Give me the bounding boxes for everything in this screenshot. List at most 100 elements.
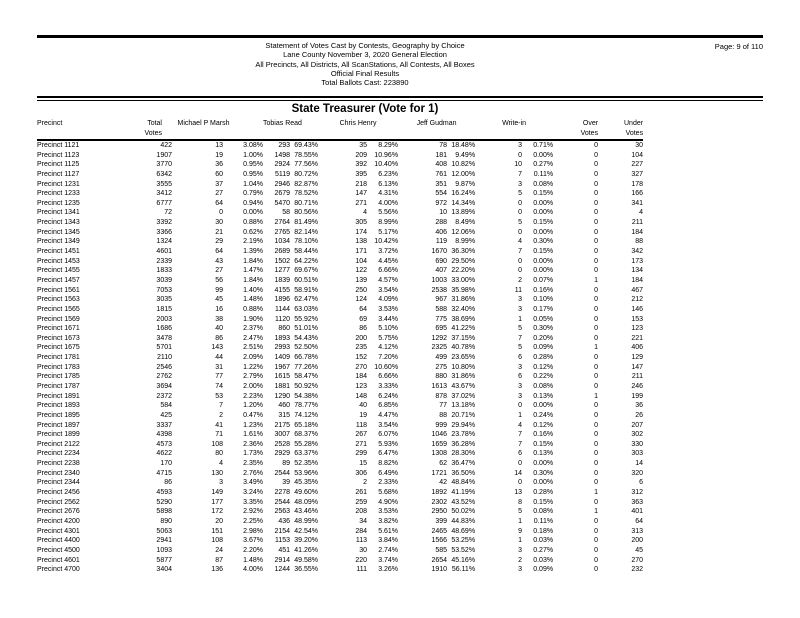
value-cell: 0.03%: [533, 537, 554, 545]
value-cell: 2764: [274, 219, 291, 227]
table-row: Precinct 1565 1815 16 0.88% 1144 63.03% 64 3.53…: [37, 305, 643, 315]
value-cell: 2.76%: [243, 469, 264, 477]
precinct-cell: Precinct 1673: [37, 334, 80, 342]
value-cell: 3: [518, 382, 523, 390]
precinct-cell: Precinct 1121: [37, 142, 80, 149]
value-cell: 0: [594, 334, 599, 342]
value-cell: 0: [594, 151, 599, 159]
table-row: Precinct 1125 3770 36 0.95% 2924 77.56% 392 10.…: [37, 160, 643, 170]
value-cell: 3.84%: [378, 537, 399, 545]
value-cell: 9: [518, 527, 523, 535]
value-cell: 1907: [156, 151, 172, 159]
value-cell: 56.11%: [451, 566, 476, 574]
value-cell: 3007: [274, 431, 291, 439]
value-cell: 9.87%: [455, 180, 476, 188]
value-cell: 4.31%: [378, 190, 399, 198]
table-row: Precinct 1455 1833 27 1.47% 1277 69.67% 122 6.6…: [37, 266, 643, 276]
value-cell: 146: [631, 305, 644, 313]
value-cell: 1046: [431, 431, 448, 439]
value-cell: 30: [635, 142, 644, 149]
value-cell: 1324: [156, 238, 172, 246]
value-cell: 4398: [156, 431, 172, 439]
value-cell: 267: [355, 431, 368, 439]
table-row: Precinct 1121 422 13 3.08% 293 69.43% 35 8.29% 7…: [37, 140, 643, 151]
value-cell: 302: [631, 431, 644, 439]
value-cell: 62.47%: [294, 296, 319, 304]
value-cell: 0: [518, 228, 523, 236]
value-cell: 4.09%: [378, 296, 399, 304]
value-cell: 0.09%: [533, 344, 554, 352]
value-cell: 5: [518, 190, 523, 198]
value-cell: 1.90%: [243, 315, 264, 323]
value-cell: 284: [355, 527, 368, 535]
value-cell: 151: [211, 527, 223, 535]
value-cell: 3: [518, 566, 523, 574]
value-cell: 1.20%: [243, 402, 264, 410]
value-cell: 2941: [156, 537, 172, 545]
value-cell: 39: [282, 479, 291, 487]
value-cell: 10.80%: [451, 363, 476, 371]
value-cell: 64: [635, 517, 644, 525]
value-cell: 2: [219, 411, 223, 419]
value-cell: 10: [439, 209, 448, 217]
value-cell: 104: [355, 257, 368, 265]
precinct-cell: Precinct 1123: [37, 151, 80, 159]
value-cell: 0: [518, 402, 523, 410]
value-cell: 0: [594, 440, 599, 448]
value-cell: 22.20%: [451, 267, 476, 275]
value-cell: 0: [594, 170, 599, 178]
value-cell: 5470: [274, 199, 291, 207]
value-cell: 0.28%: [533, 354, 554, 362]
value-cell: 4622: [156, 450, 172, 458]
value-cell: 86: [215, 334, 223, 342]
value-cell: 3.24%: [243, 489, 264, 497]
value-cell: 1153: [274, 537, 291, 545]
value-cell: 56: [215, 276, 223, 284]
value-cell: 0: [594, 199, 599, 207]
value-cell: 351: [435, 180, 448, 188]
value-cell: 42.54%: [294, 527, 319, 535]
value-cell: 0.28%: [533, 489, 554, 497]
value-cell: 271: [355, 199, 368, 207]
value-cell: 4: [219, 460, 223, 468]
value-cell: 0.71%: [533, 142, 554, 149]
value-cell: 40.78%: [451, 344, 476, 352]
value-cell: 2: [518, 556, 523, 564]
table-row: Precinct 1785 2762 77 2.79% 1615 58.47% 184 6.6…: [37, 372, 643, 382]
value-cell: 299: [355, 450, 368, 458]
value-cell: 1.48%: [243, 296, 264, 304]
value-cell: 3039: [156, 276, 172, 284]
value-cell: 2.00%: [243, 382, 264, 390]
value-cell: 690: [435, 257, 448, 265]
table-row: Precinct 1343 3392 30 0.88% 2764 81.49% 305 8.9…: [37, 218, 643, 228]
value-cell: 695: [435, 325, 448, 333]
value-cell: 3.49%: [243, 479, 264, 487]
value-cell: 8: [518, 498, 523, 506]
value-cell: 1034: [274, 238, 291, 246]
value-cell: 8.49%: [455, 219, 476, 227]
precinct-cell: Precinct 1675: [37, 344, 80, 352]
precinct-cell: Precinct 1233: [37, 190, 80, 198]
value-cell: 250: [355, 286, 368, 294]
value-cell: 3: [518, 305, 523, 313]
value-cell: 6.66%: [378, 373, 399, 381]
value-cell: 1120: [274, 315, 291, 323]
value-cell: 0.11%: [533, 170, 554, 178]
value-cell: 330: [631, 440, 644, 448]
value-cell: 3: [219, 479, 223, 487]
table-row: Precinct 1671 1686 40 2.37% 860 51.01% 86 5.10%…: [37, 324, 643, 334]
value-cell: 2465: [431, 527, 448, 535]
value-cell: 4.47%: [378, 411, 399, 419]
value-cell: 5: [518, 344, 523, 352]
value-cell: 6.07%: [378, 431, 399, 439]
table-row: Precinct 1561 7053 99 1.40% 4155 58.91% 250 3.5…: [37, 286, 643, 296]
value-cell: 320: [631, 469, 644, 477]
value-cell: 50.92%: [294, 382, 319, 390]
value-cell: 5063: [156, 527, 172, 535]
column-header-row: Precinct Total Votes Michael P Marsh Tob…: [37, 119, 644, 141]
value-cell: 1566: [431, 537, 448, 545]
value-cell: 313: [631, 527, 644, 535]
value-cell: 0.88%: [243, 305, 264, 313]
precinct-cell: Precinct 1569: [37, 315, 80, 323]
